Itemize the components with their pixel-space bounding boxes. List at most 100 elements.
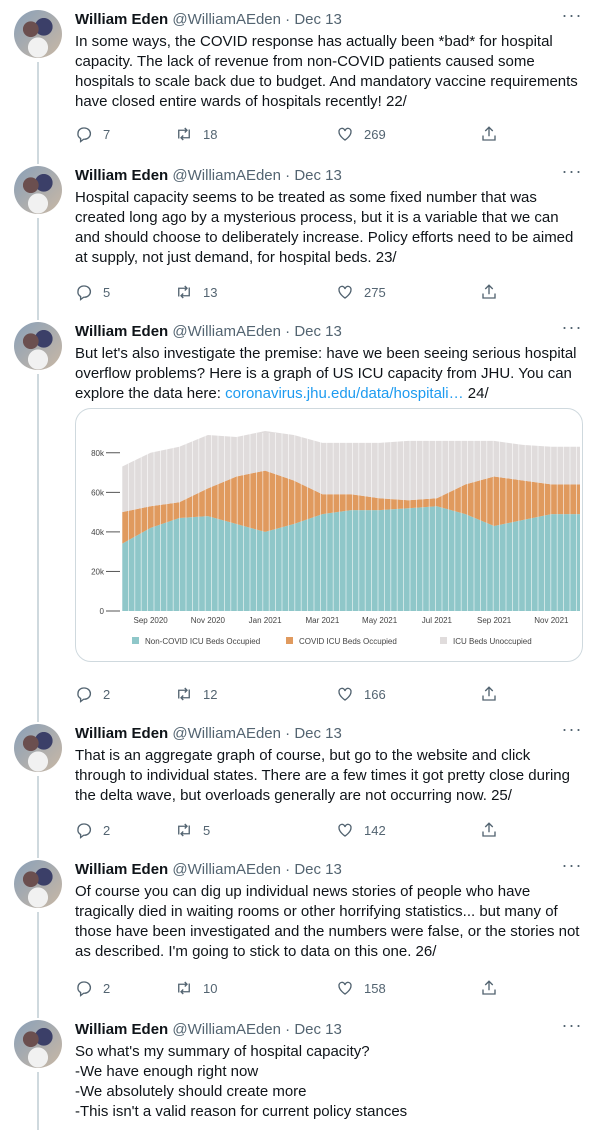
share-button[interactable] (480, 281, 498, 303)
reply-button[interactable]: 2 (75, 819, 110, 841)
like-button[interactable]: 142 (336, 819, 386, 841)
heart-icon (338, 127, 352, 141)
tweet-27[interactable]: William Eden @WilliamAEden · Dec 13 ··· … (0, 1010, 614, 1130)
author-handle[interactable]: @WilliamAEden (172, 1021, 281, 1038)
legend-label: Non-COVID ICU Beds Occupied (145, 637, 260, 646)
icu-capacity-chart: 0 20k 40k 60k 80k Sep 2020 Nov 2020 Jan 2021 Mar… (91, 431, 580, 646)
tweet-date[interactable]: Dec 13 (294, 11, 342, 28)
reply-count: 5 (103, 284, 111, 300)
tweet-26[interactable]: William Eden @WilliamAEden · Dec 13 ··· … (0, 850, 614, 1008)
author-handle[interactable]: @WilliamAEden (172, 11, 281, 28)
chart-image[interactable]: 0 20k 40k 60k 80k Sep 2020 Nov 2020 Jan 2021 Mar… (75, 408, 583, 662)
share-button[interactable] (480, 683, 498, 705)
author-name[interactable]: William Eden (75, 323, 169, 340)
heart-icon (338, 981, 352, 995)
retweet-button[interactable]: 10 (175, 977, 217, 999)
like-count: 269 (364, 126, 386, 142)
tweet-header: William Eden @WilliamAEden · Dec 13 (75, 10, 342, 30)
thread-line (37, 1072, 39, 1130)
author-name[interactable]: William Eden (75, 725, 169, 742)
tweet-25[interactable]: William Eden @WilliamAEden · Dec 13 ··· … (0, 714, 614, 850)
separator: · (285, 11, 291, 28)
tweet-date[interactable]: Dec 13 (294, 1021, 342, 1038)
like-count: 275 (364, 284, 386, 300)
author-handle[interactable]: @WilliamAEden (172, 323, 281, 340)
retweet-button[interactable]: 12 (175, 683, 217, 705)
share-icon (482, 980, 496, 995)
legend-swatch (286, 637, 293, 644)
reply-button[interactable]: 5 (75, 281, 110, 303)
tweet-date[interactable]: Dec 13 (294, 725, 342, 742)
avatar[interactable] (14, 1020, 62, 1068)
retweet-count: 12 (203, 686, 218, 702)
author-handle[interactable]: @WilliamAEden (172, 861, 281, 878)
share-button[interactable] (480, 123, 498, 145)
retweet-button[interactable]: 13 (175, 281, 217, 303)
more-options-icon[interactable]: ··· (561, 719, 583, 739)
avatar[interactable] (14, 860, 62, 908)
tweet-text: But let's also investigate the premise: … (75, 344, 585, 404)
tweet-text: In some ways, the COVID response has act… (75, 33, 578, 110)
reply-button[interactable]: 7 (75, 123, 110, 145)
reply-button[interactable]: 2 (75, 977, 110, 999)
more-options-icon[interactable]: ··· (561, 5, 583, 25)
thread-line (37, 776, 39, 858)
retweet-button[interactable]: 18 (175, 123, 217, 145)
share-button[interactable] (480, 819, 498, 841)
retweet-button[interactable]: 5 (175, 819, 210, 841)
like-button[interactable]: 158 (336, 977, 386, 999)
tweet-actions: 2 5 142 (75, 819, 505, 841)
share-button[interactable] (480, 977, 498, 999)
more-options-icon[interactable]: ··· (561, 317, 583, 337)
reply-button[interactable]: 2 (75, 683, 110, 705)
author-name[interactable]: William Eden (75, 1021, 169, 1038)
heart-icon (338, 285, 352, 299)
tweet-actions: 7 18 269 (75, 123, 505, 145)
retweet-icon (178, 823, 190, 837)
like-button[interactable]: 275 (336, 281, 386, 303)
retweet-icon (178, 687, 190, 701)
tweet-date[interactable]: Dec 13 (294, 861, 342, 878)
author-handle[interactable]: @WilliamAEden (172, 167, 281, 184)
more-options-icon[interactable]: ··· (561, 1015, 583, 1035)
avatar[interactable] (14, 724, 62, 772)
separator: · (285, 725, 291, 742)
tweet-24[interactable]: William Eden @WilliamAEden · Dec 13 ··· … (0, 312, 614, 714)
avatar[interactable] (14, 10, 62, 58)
more-options-icon[interactable]: ··· (561, 855, 583, 875)
reply-icon (77, 285, 92, 301)
author-name[interactable]: William Eden (75, 11, 169, 28)
retweet-icon (178, 285, 190, 299)
author-name[interactable]: William Eden (75, 861, 169, 878)
area-series-0 (122, 506, 580, 611)
like-button[interactable]: 166 (336, 683, 386, 705)
tweet-header: William Eden @WilliamAEden · Dec 13 (75, 322, 342, 342)
tweet-text: Hospital capacity seems to be treated as… (75, 189, 574, 266)
y-tick-label: 0 (100, 607, 105, 616)
avatar[interactable] (14, 166, 62, 214)
tweet-23[interactable]: William Eden @WilliamAEden · Dec 13 ··· … (0, 156, 614, 312)
tweet-date[interactable]: Dec 13 (294, 167, 342, 184)
tweet-text: Of course you can dig up individual news… (75, 883, 580, 960)
avatar[interactable] (14, 322, 62, 370)
share-icon (482, 686, 496, 701)
separator: · (285, 167, 291, 184)
x-tick-label: Nov 2020 (191, 616, 226, 625)
jhu-data-link[interactable]: coronavirus.jhu.edu/data/hospitali… (225, 385, 464, 402)
x-tick-label: Mar 2021 (305, 616, 339, 625)
reply-count: 2 (103, 822, 111, 838)
retweet-icon (178, 127, 190, 141)
more-options-icon[interactable]: ··· (561, 161, 583, 181)
tweet-date[interactable]: Dec 13 (294, 323, 342, 340)
legend-label: ICU Beds Unoccupied (453, 637, 532, 646)
reply-icon (77, 687, 92, 703)
separator: · (285, 1021, 291, 1038)
x-tick-label: Jul 2021 (422, 616, 453, 625)
like-button[interactable]: 269 (336, 123, 386, 145)
tweet-22[interactable]: William Eden @WilliamAEden · Dec 13 ··· … (0, 0, 614, 156)
author-handle[interactable]: @WilliamAEden (172, 725, 281, 742)
retweet-count: 13 (203, 284, 218, 300)
share-icon (482, 822, 496, 837)
author-name[interactable]: William Eden (75, 167, 169, 184)
retweet-icon (178, 981, 190, 995)
